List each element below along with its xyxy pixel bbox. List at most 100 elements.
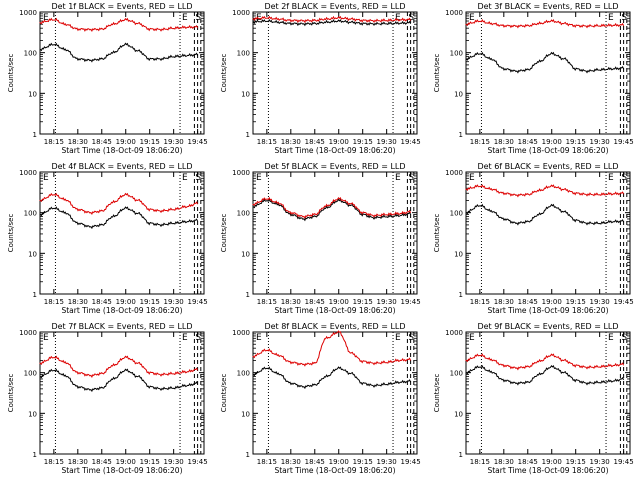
marker-label-E: E bbox=[43, 173, 49, 183]
series-line-black bbox=[465, 203, 625, 226]
y-tick-label: 100 bbox=[24, 370, 37, 378]
x-tick-label: 19:15 bbox=[140, 138, 160, 146]
x-tick-label: 19:45 bbox=[188, 458, 208, 466]
y-tick-label: 1 bbox=[33, 291, 37, 299]
x-tick-label: 19:45 bbox=[614, 298, 634, 306]
x-tick-label: 19:15 bbox=[566, 138, 586, 146]
x-tick-label: 18:15 bbox=[44, 138, 64, 146]
marker-label-S: S bbox=[408, 173, 414, 183]
x-tick-label: 19:00 bbox=[329, 138, 349, 146]
x-tick-label: 19:45 bbox=[401, 458, 421, 466]
marker-label-E: E bbox=[256, 13, 262, 23]
y-tick-label: 1000 bbox=[445, 329, 463, 337]
series-line-black bbox=[39, 368, 199, 393]
marker-label-E: E bbox=[608, 13, 614, 23]
x-tick-label: 19:00 bbox=[116, 138, 136, 146]
x-tick-label: 18:45 bbox=[92, 138, 112, 146]
x-tick-label: 19:15 bbox=[353, 458, 373, 466]
x-tick-label: 18:45 bbox=[305, 298, 325, 306]
x-tick-label: 18:15 bbox=[257, 458, 277, 466]
x-tick-label: 19:15 bbox=[353, 138, 373, 146]
x-tick-label: 19:00 bbox=[329, 458, 349, 466]
y-tick-label: 100 bbox=[237, 370, 250, 378]
x-tick-label: 19:00 bbox=[116, 298, 136, 306]
x-tick-label: 18:45 bbox=[518, 458, 538, 466]
y-tick-label: 1 bbox=[33, 131, 37, 139]
y-tick-label: 100 bbox=[450, 210, 463, 218]
marker-label-E: E bbox=[395, 333, 401, 343]
series-line-black bbox=[465, 364, 625, 386]
x-tick-label: 19:15 bbox=[566, 298, 586, 306]
y-tick-label: 100 bbox=[24, 210, 37, 218]
y-tick-label: 100 bbox=[24, 50, 37, 58]
marker-label-E: E bbox=[469, 173, 475, 183]
detector-plot-4: Det 4f BLACK = Events, RED = LLD Counts/s… bbox=[7, 162, 208, 315]
x-axis-label: Start Time (18-Oct-09 18:06:20) bbox=[61, 466, 182, 475]
x-tick-label: 18:30 bbox=[281, 458, 301, 466]
x-axis-label: Start Time (18-Oct-09 18:06:20) bbox=[487, 146, 608, 155]
y-tick-label: 10 bbox=[454, 250, 463, 258]
x-tick-label: 18:15 bbox=[470, 298, 490, 306]
x-axis-label: Start Time (18-Oct-09 18:06:20) bbox=[487, 466, 608, 475]
x-tick-label: 19:30 bbox=[590, 298, 610, 306]
marker-label-E: E bbox=[469, 13, 475, 23]
plot-frame bbox=[465, 171, 631, 295]
plot-title: Det 6f BLACK = Events, RED = LLD bbox=[477, 162, 618, 171]
x-tick-label: 18:15 bbox=[257, 138, 277, 146]
x-tick-label: 19:30 bbox=[590, 458, 610, 466]
x-tick-label: 19:15 bbox=[140, 298, 160, 306]
x-tick-label: 18:30 bbox=[68, 298, 88, 306]
x-tick-label: 18:15 bbox=[470, 138, 490, 146]
y-axis-label: Counts/sec bbox=[220, 54, 228, 93]
x-tick-label: 19:30 bbox=[590, 138, 610, 146]
plot-title: Det 5f BLACK = Events, RED = LLD bbox=[264, 162, 405, 171]
series-line-red bbox=[252, 15, 412, 24]
series-line-red bbox=[465, 184, 625, 198]
y-tick-label: 1 bbox=[459, 131, 463, 139]
y-tick-label: 1 bbox=[459, 451, 463, 459]
y-tick-label: 1000 bbox=[445, 9, 463, 17]
marker-label-E: E bbox=[43, 13, 49, 23]
y-axis-label: Counts/sec bbox=[7, 54, 15, 93]
marker-label-E: E bbox=[256, 333, 262, 343]
series-line-red bbox=[252, 196, 412, 219]
x-tick-label: 18:45 bbox=[305, 458, 325, 466]
marker-label-E: E bbox=[395, 173, 401, 183]
x-tick-label: 19:00 bbox=[542, 138, 562, 146]
x-tick-label: 19:15 bbox=[140, 458, 160, 466]
detector-plot-1: Det 1f BLACK = Events, RED = LLD Counts/s… bbox=[7, 2, 208, 155]
x-tick-label: 19:30 bbox=[164, 458, 184, 466]
x-axis-label: Start Time (18-Oct-09 18:06:20) bbox=[274, 466, 395, 475]
marker-label-S: S bbox=[195, 13, 201, 23]
x-tick-label: 19:45 bbox=[614, 458, 634, 466]
x-axis-label: Start Time (18-Oct-09 18:06:20) bbox=[61, 146, 182, 155]
y-tick-label: 100 bbox=[450, 50, 463, 58]
y-axis-label: Counts/sec bbox=[7, 214, 15, 253]
series-line-black bbox=[465, 51, 625, 74]
marker-label-S: S bbox=[408, 13, 414, 23]
series-line-red bbox=[252, 330, 412, 367]
x-axis-label: Start Time (18-Oct-09 18:06:20) bbox=[487, 306, 608, 315]
x-tick-label: 19:45 bbox=[401, 298, 421, 306]
plot-title: Det 2f BLACK = Events, RED = LLD bbox=[264, 2, 405, 11]
plot-title: Det 9f BLACK = Events, RED = LLD bbox=[477, 322, 618, 331]
detector-plot-5: Det 5f BLACK = Events, RED = LLD Counts/s… bbox=[220, 162, 421, 315]
x-tick-label: 18:15 bbox=[470, 458, 490, 466]
x-tick-label: 19:30 bbox=[377, 298, 397, 306]
series-line-black bbox=[39, 206, 199, 230]
series-line-red bbox=[465, 353, 625, 371]
y-tick-label: 1000 bbox=[232, 329, 250, 337]
series-line-black bbox=[252, 366, 412, 390]
x-tick-label: 19:30 bbox=[164, 138, 184, 146]
y-axis-label: Counts/sec bbox=[220, 374, 228, 413]
marker-label-S: S bbox=[621, 13, 627, 23]
plot-title: Det 4f BLACK = Events, RED = LLD bbox=[51, 162, 192, 171]
marker-label-S: S bbox=[408, 333, 414, 343]
x-tick-label: 18:45 bbox=[518, 298, 538, 306]
series-line-black bbox=[252, 18, 412, 27]
y-axis-label: Counts/sec bbox=[433, 54, 441, 93]
plot-frame bbox=[252, 11, 418, 135]
x-tick-label: 19:45 bbox=[614, 138, 634, 146]
marker-label-E: E bbox=[469, 333, 475, 343]
